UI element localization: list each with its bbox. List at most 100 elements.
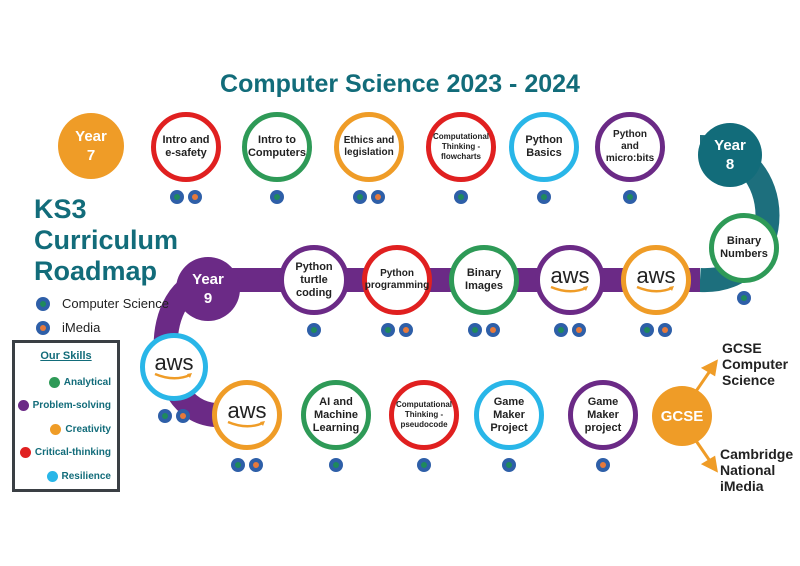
aws-logo: aws: [225, 400, 269, 430]
node-label-line: Intro and: [162, 134, 210, 146]
node-label-line: Maker: [493, 408, 525, 421]
node-label-line: Computational: [396, 400, 452, 409]
skill-dot-icon: [19, 447, 31, 458]
cs-badge-icon: [454, 190, 468, 204]
node-label-line: legislation: [344, 147, 394, 158]
imedia-badge-icon: [658, 323, 672, 337]
roadmap-heading: KS3 Curriculum Roadmap: [34, 194, 179, 286]
legend-imedia: iMedia: [36, 320, 100, 335]
skill-dot-icon: [48, 377, 60, 388]
cs-badge-icon: [554, 323, 568, 337]
node-label-line: Computational: [433, 132, 489, 141]
node-label-line: Maker: [587, 408, 619, 421]
topic-node-row3-0: aws: [212, 380, 282, 450]
imedia-badge-icon: [596, 458, 610, 472]
node-label-line: Python: [295, 260, 333, 273]
node-label-line: and: [621, 141, 639, 152]
skills-box: Our Skills Analytical Problem-solving Crea…: [12, 340, 120, 492]
cs-badge-icon: [537, 190, 551, 204]
topic-node-row1-5: Python and micro:bits: [595, 112, 665, 182]
node-label-line: Project: [490, 421, 528, 434]
gcse-marker: GCSE: [652, 386, 712, 446]
imedia-badge-icon: [399, 323, 413, 337]
topic-node-row2-2: Binary Images: [449, 245, 519, 315]
node-label-line: Ethics and: [343, 135, 395, 146]
imedia-badge-icon: [486, 323, 500, 337]
topic-node-row1-3: Computational Thinking - flowcharts: [426, 112, 496, 182]
imedia-badge-icon: [249, 458, 263, 472]
node-label-line: Machine: [313, 408, 358, 421]
cs-badge-icon: [737, 291, 751, 305]
node-label-line: Python: [613, 129, 647, 140]
skill-critical-thinking: Critical-thinking: [19, 447, 111, 458]
skill-resilience: Resilience: [46, 471, 111, 482]
topic-node-row3-3: Game Maker Project: [474, 380, 544, 450]
node-label-line: Python: [525, 134, 563, 146]
outcome-cambridge-imedia: Cambridge National iMedia: [720, 446, 794, 494]
cs-badge-icon: [640, 323, 654, 337]
smile-arrow-icon: [154, 372, 192, 380]
aws-logo: aws: [548, 265, 592, 295]
node-label-line: Thinking -: [441, 142, 481, 151]
node-label-line: Intro to: [258, 134, 296, 146]
imedia-badge-icon: [176, 409, 190, 423]
skill-dot-icon: [46, 471, 58, 482]
node-label-line: turtle: [300, 273, 328, 286]
node-label-line: Computers: [247, 147, 307, 159]
topic-node-row3-4: Game Maker project: [568, 380, 638, 450]
topic-node-row3-2: Computational Thinking - pseudocode: [389, 380, 459, 450]
year-7-marker: Year 7: [58, 113, 124, 179]
topic-node-aws-left: aws: [140, 333, 208, 401]
cs-badge-icon: [623, 190, 637, 204]
page-title: Computer Science 2023 - 2024: [220, 70, 580, 98]
topic-node-row1-1: Intro to Computers: [242, 112, 312, 182]
year-9-marker: Year 9: [176, 257, 240, 321]
cs-badge-icon: [502, 458, 516, 472]
node-label-line: Learning: [312, 421, 360, 434]
node-label-line: Game: [587, 395, 619, 408]
skill-creativity: Creativity: [50, 424, 111, 435]
cs-badge-icon: [170, 190, 184, 204]
node-label-line: pseudocode: [400, 420, 448, 429]
cs-badge-icon: [158, 409, 172, 423]
topic-node-binary-numbers: Binary Numbers: [709, 213, 779, 283]
node-label-line: Basics: [526, 147, 562, 159]
node-label-line: AI and: [319, 395, 353, 408]
node-label-line: Thinking -: [404, 410, 444, 419]
node-label-line: Binary: [466, 267, 502, 279]
cs-dot-icon: [36, 296, 50, 311]
imedia-dot-icon: [36, 320, 50, 335]
cs-badge-icon: [270, 190, 284, 204]
topic-node-row2-4: aws: [621, 245, 691, 315]
topic-node-row3-1: AI and Machine Learning: [301, 380, 371, 450]
node-label-line: Images: [465, 280, 503, 292]
node-label-line: e-safety: [165, 147, 207, 159]
topic-node-row1-2: Ethics and legislation: [334, 112, 404, 182]
node-label-line: programming: [364, 280, 430, 291]
imedia-badge-icon: [371, 190, 385, 204]
cs-badge-icon: [307, 323, 321, 337]
node-label-line: Binary: [726, 235, 762, 247]
topic-node-row1-0: Intro and e-safety: [151, 112, 221, 182]
skill-analytical: Analytical: [48, 377, 111, 388]
node-label-line: micro:bits: [605, 153, 655, 164]
cs-badge-icon: [353, 190, 367, 204]
node-label-line: coding: [295, 286, 333, 299]
topic-node-row1-4: Python Basics: [509, 112, 579, 182]
skill-dot-icon: [50, 424, 62, 435]
cs-badge-icon: [381, 323, 395, 337]
cs-badge-icon: [468, 323, 482, 337]
aws-logo: aws: [152, 352, 196, 382]
smile-arrow-icon: [636, 285, 674, 293]
imedia-badge-icon: [188, 190, 202, 204]
cs-badge-icon: [417, 458, 431, 472]
topic-node-row2-3: aws: [535, 245, 605, 315]
imedia-badge-icon: [572, 323, 586, 337]
topic-node-row2-0: Python turtle coding: [279, 245, 349, 315]
skills-title: Our Skills: [40, 350, 92, 362]
node-label-line: flowcharts: [440, 152, 481, 161]
smile-arrow-icon: [550, 285, 588, 293]
cs-badge-icon: [231, 458, 245, 472]
cs-badge-icon: [329, 458, 343, 472]
node-label-line: Numbers: [720, 248, 768, 260]
